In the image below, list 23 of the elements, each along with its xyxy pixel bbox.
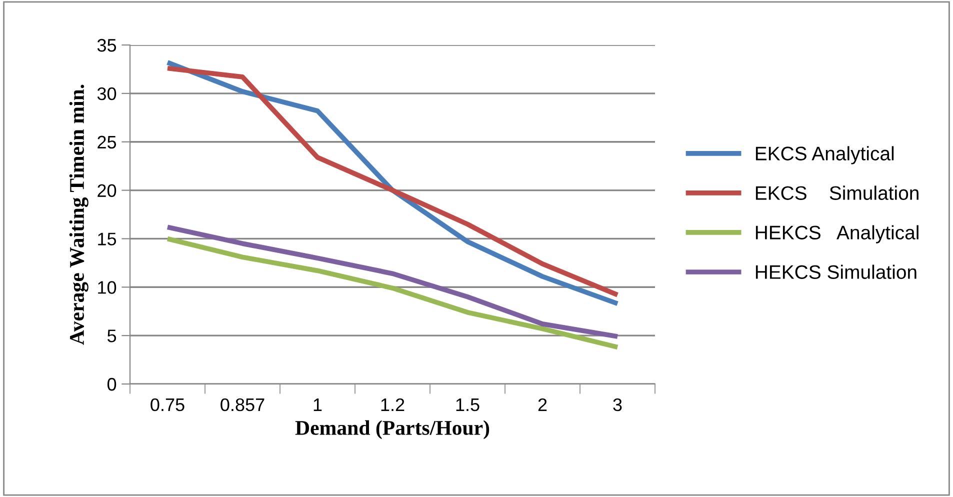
y-tick-label: 15 xyxy=(98,232,116,246)
x-tick-label: 3 xyxy=(613,398,622,412)
legend-label: EKCS Simulation xyxy=(756,186,918,200)
x-tick-label: 1.2 xyxy=(381,398,404,411)
y-tick-label: 25 xyxy=(98,136,116,149)
x-axis-title: Demand (Parts/Hour) xyxy=(295,420,490,440)
y-tick-label: 0 xyxy=(107,378,116,391)
legend-label: HEKCS Simulation xyxy=(756,264,916,279)
x-tick-label: 1.5 xyxy=(456,398,480,412)
y-tick-label: 35 xyxy=(97,38,116,52)
legend-label: EKCS Analytical xyxy=(756,146,894,164)
x-tick-label: 0.75 xyxy=(150,398,184,412)
legend-label: HEKCS Analytical xyxy=(756,225,918,244)
x-tick-label: 0.857 xyxy=(220,398,264,412)
y-tick-label: 5 xyxy=(107,330,116,342)
y-tick-label: 20 xyxy=(98,184,116,198)
y-axis-title: Average Waiting Timein min. xyxy=(69,84,88,345)
line-series xyxy=(165,236,620,350)
x-tick-label: 1 xyxy=(314,398,322,411)
x-tick-label: 2 xyxy=(538,398,547,411)
y-tick-label: 10 xyxy=(98,281,116,294)
line-series xyxy=(165,224,620,339)
y-tick-label: 30 xyxy=(97,87,116,100)
